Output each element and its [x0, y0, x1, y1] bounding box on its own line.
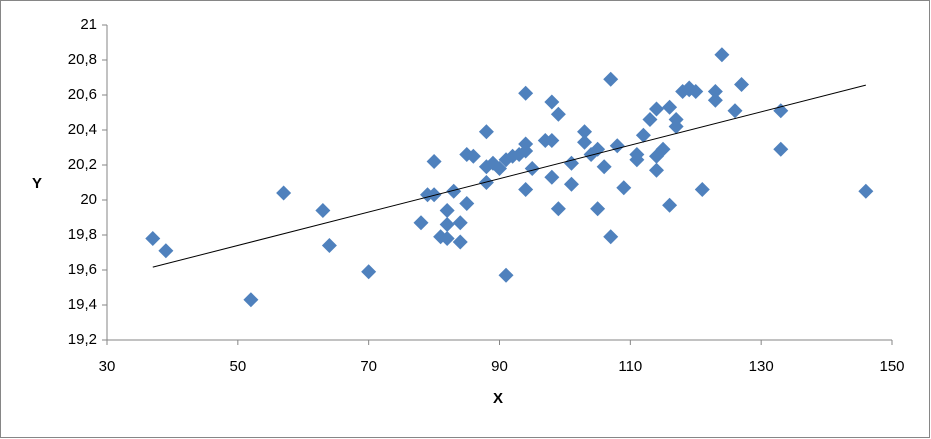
- y-tick-label: 19,4: [68, 296, 97, 313]
- y-tick-label: 20,2: [68, 156, 97, 173]
- point: [668, 112, 684, 127]
- point: [662, 99, 678, 115]
- point: [452, 215, 468, 231]
- y-tick-label: 20: [80, 191, 97, 208]
- point: [361, 264, 377, 280]
- point: [518, 182, 534, 197]
- point: [616, 180, 632, 196]
- point: [773, 141, 789, 157]
- point: [276, 185, 292, 201]
- point: [596, 159, 612, 175]
- y-tick-label: 19,2: [68, 331, 97, 348]
- point: [492, 161, 507, 176]
- y-tick-label: 19,6: [68, 261, 97, 278]
- y-axis-label: Y: [32, 175, 42, 192]
- point: [629, 152, 645, 168]
- x-tick-label: 110: [618, 358, 642, 375]
- point: [544, 169, 560, 185]
- x-tick-label: 50: [229, 358, 246, 375]
- point: [498, 267, 514, 283]
- y-tick-label: 20,8: [68, 51, 97, 68]
- point: [478, 175, 494, 190]
- point: [635, 127, 651, 143]
- point: [518, 143, 534, 159]
- point: [642, 112, 658, 127]
- trendline: [152, 84, 866, 268]
- point: [413, 215, 429, 231]
- point: [544, 94, 560, 110]
- point: [655, 141, 671, 157]
- point: [563, 176, 579, 192]
- x-tick-label: 90: [491, 358, 508, 375]
- point: [550, 106, 566, 122]
- point: [446, 183, 462, 199]
- y-tick-label: 19,8: [68, 226, 97, 243]
- point: [714, 47, 730, 63]
- point: [524, 161, 540, 176]
- point: [662, 197, 678, 213]
- point: [459, 196, 475, 211]
- point: [465, 148, 481, 164]
- y-tick-label: 20,4: [68, 121, 97, 138]
- x-tick-label: 30: [99, 358, 116, 375]
- point: [649, 101, 664, 117]
- point: [315, 203, 331, 218]
- point: [544, 133, 560, 148]
- point: [158, 243, 174, 259]
- point: [707, 84, 723, 99]
- point: [426, 154, 442, 169]
- point: [649, 162, 664, 178]
- point: [243, 292, 259, 308]
- x-tick-label: 70: [360, 358, 377, 375]
- y-tick-label: 21: [80, 16, 97, 33]
- point: [321, 238, 337, 253]
- y-tick-label: 20,6: [68, 86, 97, 103]
- point: [603, 229, 619, 245]
- point: [577, 124, 593, 140]
- point: [858, 183, 874, 199]
- point: [518, 85, 534, 101]
- point: [478, 124, 494, 140]
- point: [603, 71, 619, 87]
- point: [439, 203, 455, 218]
- point: [707, 92, 723, 108]
- point: [577, 134, 593, 150]
- x-tick-label: 130: [749, 358, 774, 375]
- point: [439, 217, 455, 232]
- point: [734, 77, 750, 92]
- point: [694, 182, 710, 197]
- point: [727, 103, 743, 119]
- point: [773, 103, 789, 119]
- point: [452, 234, 468, 250]
- point: [439, 231, 455, 246]
- point: [590, 201, 606, 217]
- x-axis-label: X: [493, 390, 503, 407]
- point: [426, 187, 442, 203]
- point: [688, 84, 704, 99]
- point: [145, 231, 161, 246]
- x-tick-label: 150: [879, 358, 904, 375]
- point: [498, 152, 514, 168]
- point: [550, 201, 566, 217]
